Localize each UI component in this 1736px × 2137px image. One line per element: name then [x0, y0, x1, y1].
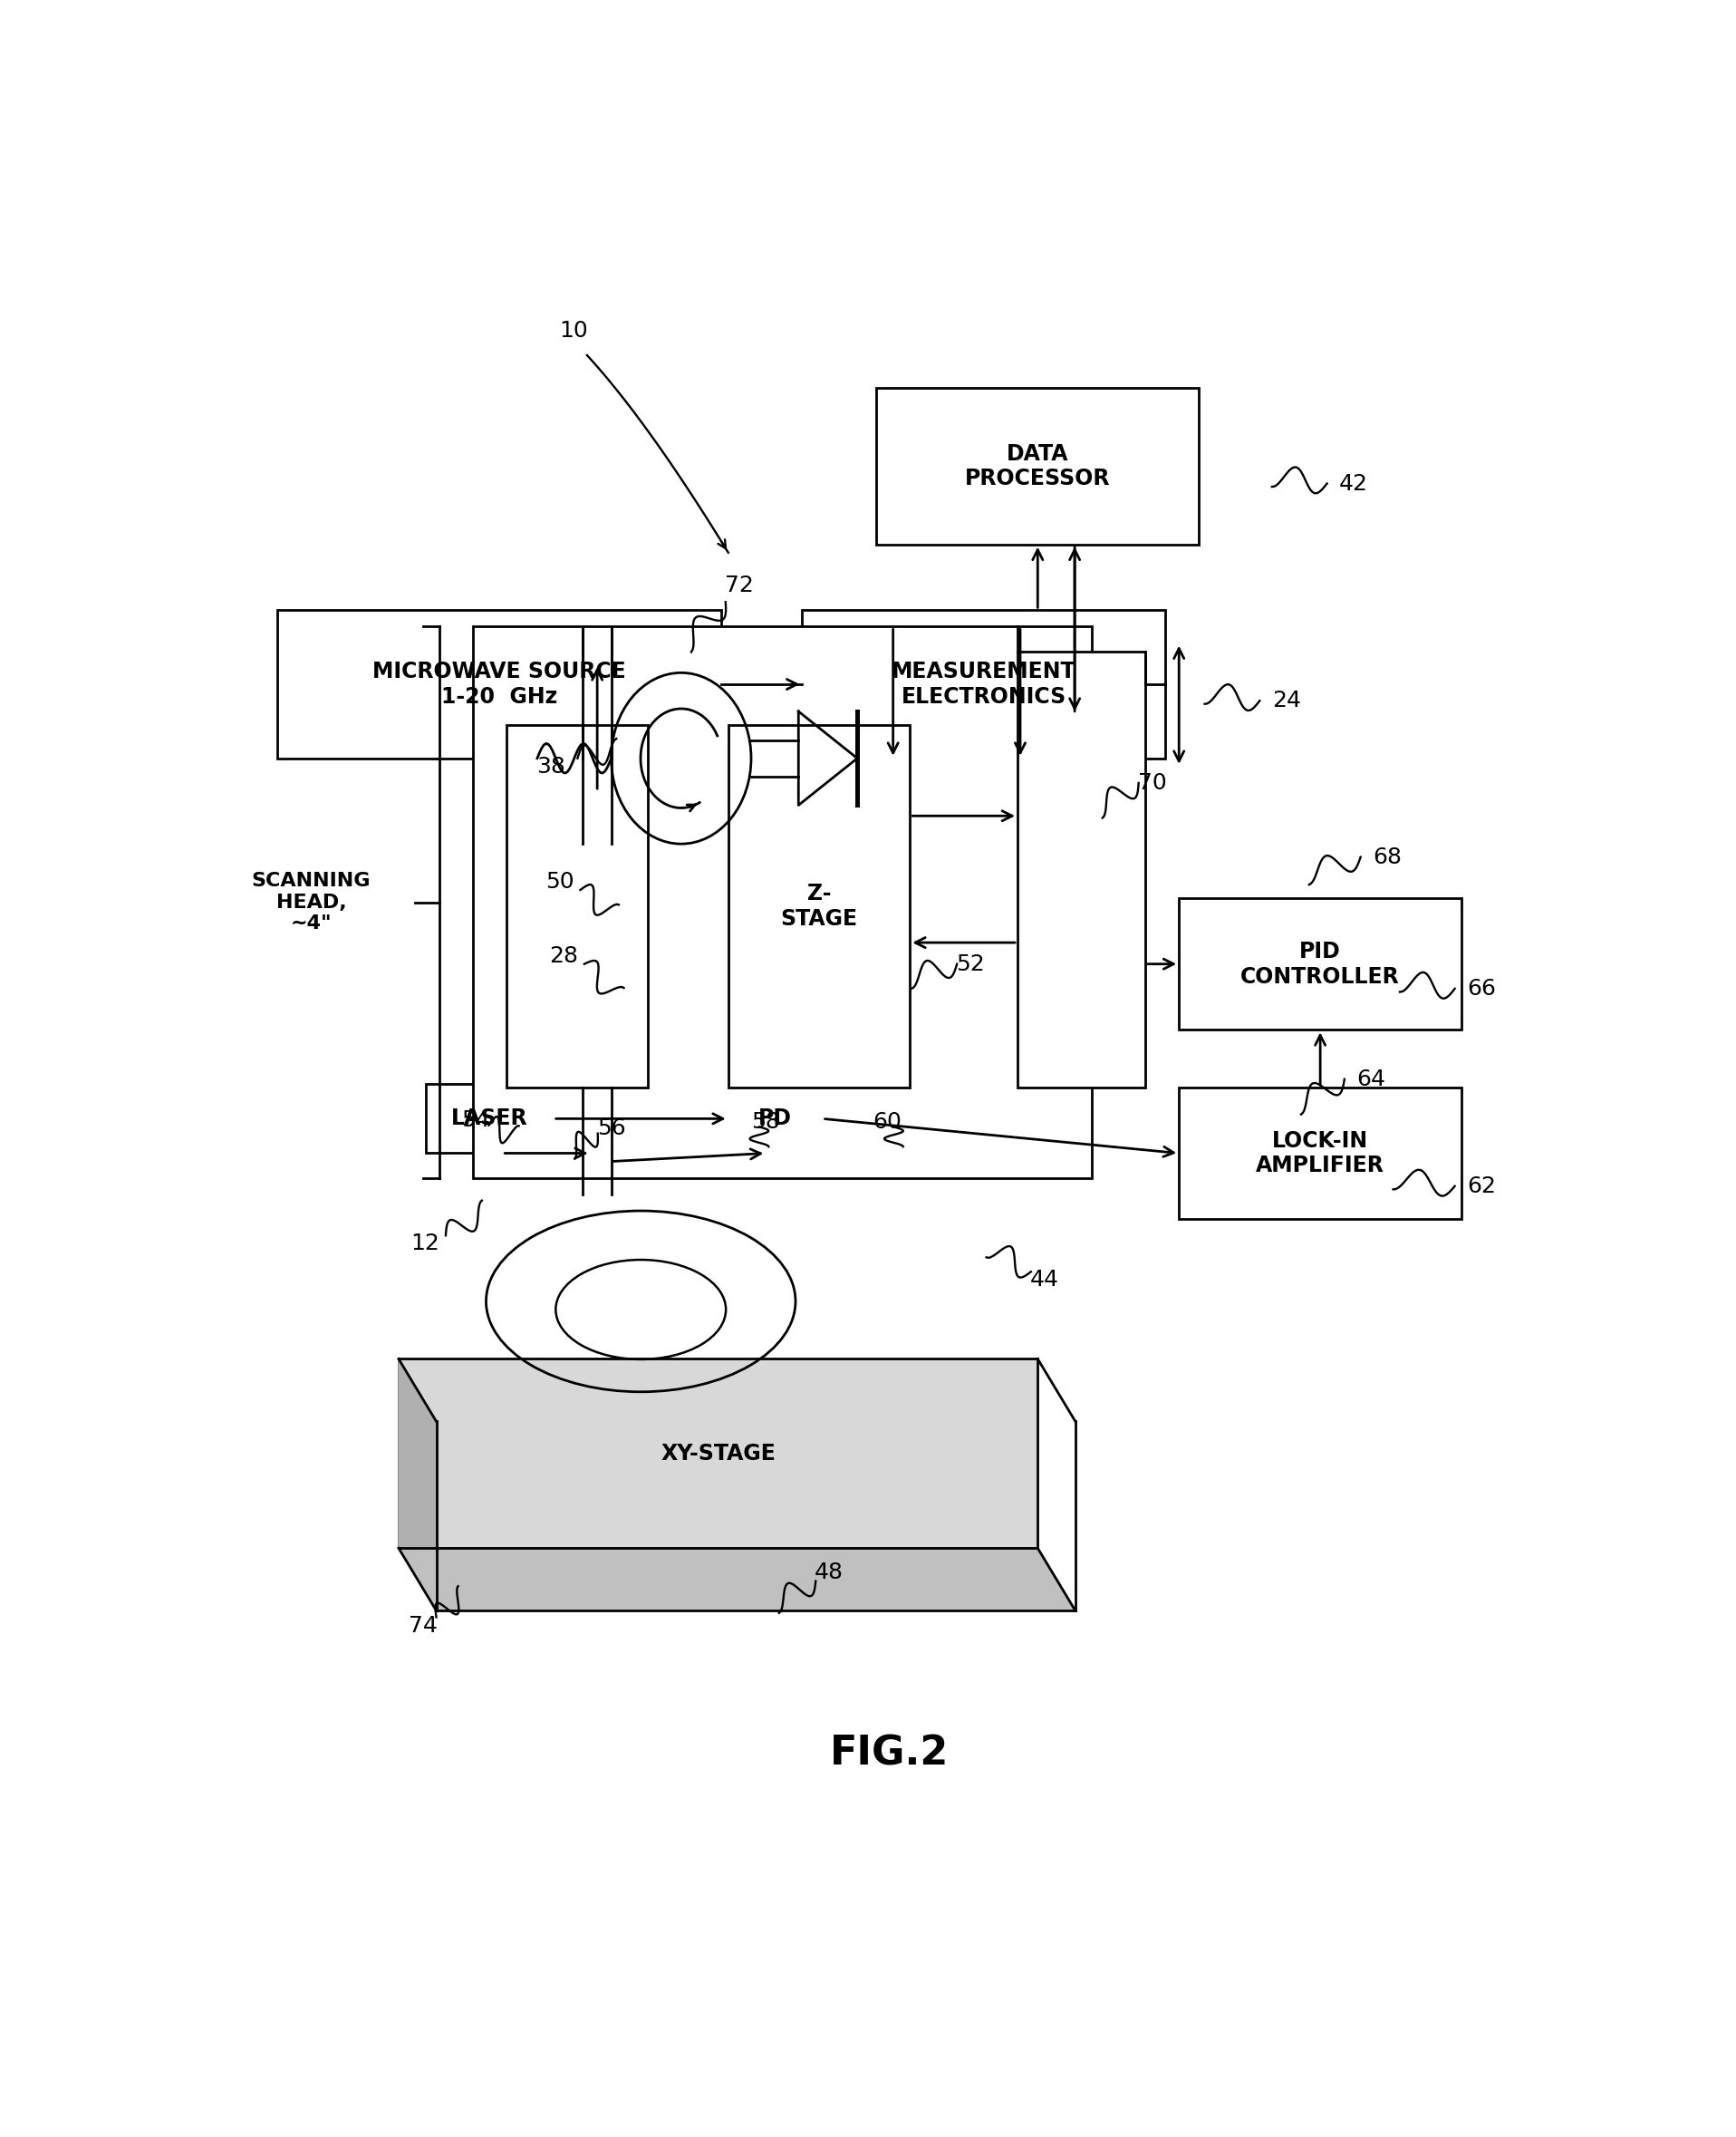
Bar — [425, 1083, 554, 1154]
Polygon shape — [399, 1547, 1075, 1611]
Text: XY-STAGE: XY-STAGE — [661, 1442, 776, 1464]
Text: LASER: LASER — [451, 1107, 528, 1130]
Text: SCANNING
HEAD,
~4": SCANNING HEAD, ~4" — [252, 872, 372, 932]
Text: MEASUREMENT
ELECTRONICS: MEASUREMENT ELECTRONICS — [892, 660, 1076, 707]
Text: 66: 66 — [1467, 979, 1496, 1000]
Text: 58: 58 — [752, 1111, 779, 1133]
Text: DATA
PROCESSOR: DATA PROCESSOR — [965, 442, 1111, 489]
Text: 42: 42 — [1340, 472, 1368, 494]
Text: 62: 62 — [1467, 1175, 1496, 1197]
Text: 72: 72 — [724, 575, 753, 596]
Bar — [507, 724, 648, 1088]
Bar — [278, 611, 722, 759]
Text: 50: 50 — [545, 872, 575, 893]
Bar — [1179, 898, 1462, 1030]
Text: MICROWAVE SOURCE
1-20  GHz: MICROWAVE SOURCE 1-20 GHz — [373, 660, 627, 707]
Bar — [877, 389, 1200, 545]
Bar — [729, 724, 910, 1088]
Text: 12: 12 — [411, 1233, 439, 1254]
Text: 52: 52 — [957, 953, 984, 974]
Text: PID
CONTROLLER: PID CONTROLLER — [1241, 940, 1399, 987]
Text: PD: PD — [759, 1107, 792, 1130]
Bar — [472, 626, 1092, 1177]
Text: 54: 54 — [462, 1109, 490, 1130]
Bar — [1017, 652, 1146, 1088]
Bar — [729, 1083, 823, 1154]
Text: 74: 74 — [408, 1616, 437, 1637]
Text: FIG.2: FIG.2 — [830, 1735, 950, 1774]
Text: 60: 60 — [873, 1111, 901, 1133]
Text: 68: 68 — [1373, 846, 1403, 868]
Text: 24: 24 — [1272, 690, 1300, 712]
Text: 28: 28 — [550, 945, 578, 966]
Text: 48: 48 — [814, 1562, 844, 1584]
Bar — [802, 611, 1165, 759]
Bar — [399, 1359, 1038, 1547]
Polygon shape — [399, 1359, 436, 1611]
Text: LOCK-IN
AMPLIFIER: LOCK-IN AMPLIFIER — [1255, 1130, 1385, 1177]
Text: 64: 64 — [1358, 1068, 1385, 1090]
Text: 44: 44 — [1029, 1269, 1059, 1291]
Text: Z-
STAGE: Z- STAGE — [781, 883, 858, 930]
Text: 56: 56 — [597, 1118, 625, 1139]
Text: 70: 70 — [1137, 771, 1167, 793]
Text: 10: 10 — [559, 321, 589, 342]
Bar — [1179, 1088, 1462, 1218]
Text: 38: 38 — [536, 756, 566, 778]
